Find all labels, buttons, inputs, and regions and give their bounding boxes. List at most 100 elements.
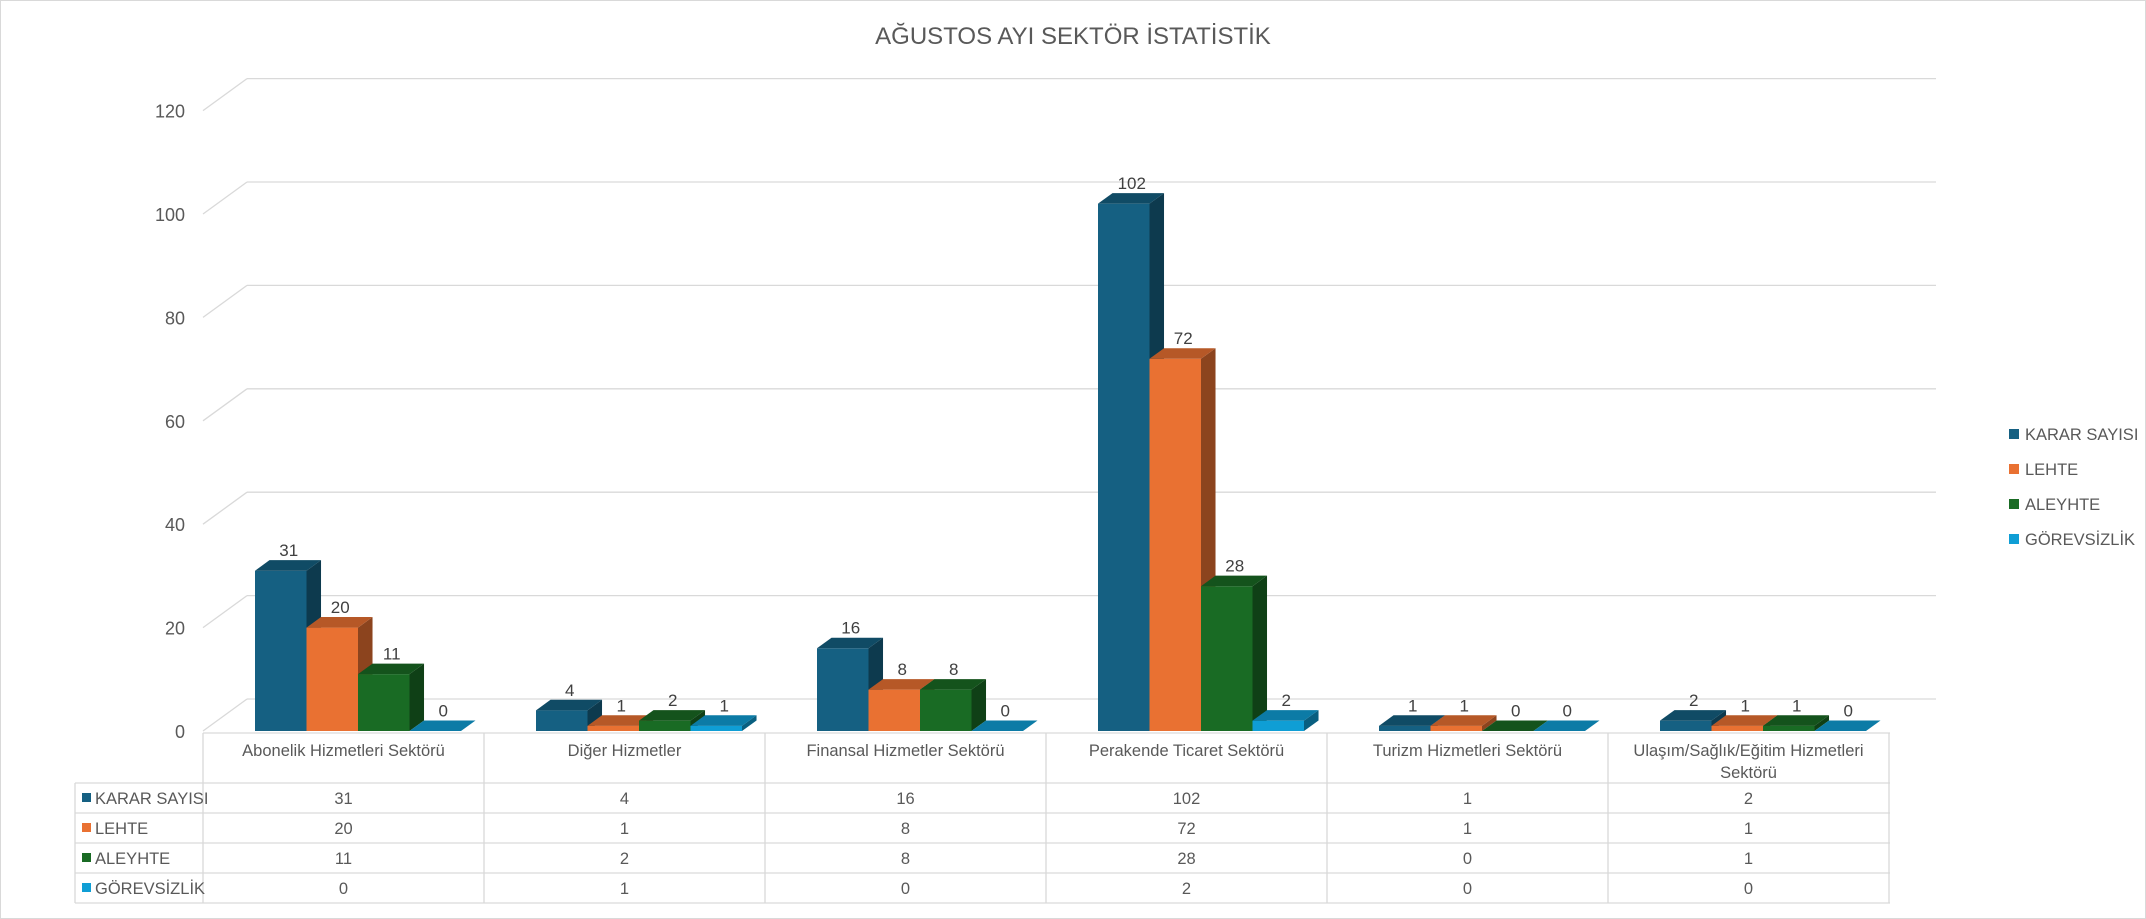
bar-front bbox=[1379, 725, 1431, 731]
gridline bbox=[202, 698, 248, 732]
data-label: 102 bbox=[1118, 174, 1146, 193]
bar-front bbox=[817, 648, 869, 731]
bar-top bbox=[536, 699, 603, 711]
table-cell: 4 bbox=[620, 790, 629, 808]
bar-side bbox=[587, 699, 603, 731]
table-cell: 8 bbox=[901, 850, 910, 868]
bar-top bbox=[1763, 715, 1830, 726]
data-label: 28 bbox=[1225, 557, 1244, 576]
gridline bbox=[202, 595, 248, 629]
bar bbox=[1430, 715, 1497, 731]
bar-side bbox=[1304, 710, 1319, 731]
gridline bbox=[202, 181, 248, 215]
table-cell: 1 bbox=[1463, 820, 1472, 838]
legend-label: KARAR SAYISI bbox=[2025, 426, 2138, 444]
bar bbox=[971, 720, 1038, 731]
category-label: Abonelik Hizmetleri Sektörü bbox=[242, 742, 445, 760]
table-cell: 1 bbox=[1463, 790, 1472, 808]
category-label: Ulaşım/Sağlık/Eğitim Hizmetleri Sektörü bbox=[1633, 742, 1863, 782]
bar-front bbox=[1430, 725, 1482, 731]
data-label: 0 bbox=[1844, 701, 1853, 720]
data-label: 2 bbox=[1689, 691, 1698, 710]
data-label: 8 bbox=[949, 660, 958, 679]
y-tick-label: 0 bbox=[175, 722, 185, 742]
bar-top bbox=[971, 720, 1038, 731]
bar-top bbox=[306, 617, 373, 628]
bar bbox=[920, 679, 987, 731]
bar-top bbox=[1711, 715, 1778, 726]
gridline bbox=[202, 78, 248, 112]
bar-top bbox=[1252, 710, 1319, 721]
bar bbox=[358, 663, 425, 731]
bar-side bbox=[1252, 575, 1268, 731]
table-cell: 1 bbox=[620, 880, 629, 898]
bar-front bbox=[920, 689, 972, 731]
table-cell: 31 bbox=[334, 790, 352, 808]
data-label: 11 bbox=[383, 645, 401, 664]
table-cell: 11 bbox=[335, 850, 352, 868]
bar-side bbox=[971, 679, 987, 731]
bar-front bbox=[1252, 720, 1304, 731]
table-series-name: LEHTE bbox=[95, 820, 148, 838]
bar bbox=[1763, 715, 1830, 731]
bar-top bbox=[1814, 720, 1881, 731]
table-cell: 0 bbox=[339, 880, 348, 898]
data-label: 1 bbox=[1408, 696, 1417, 715]
table-cell: 0 bbox=[1463, 850, 1472, 868]
y-tick-label: 20 bbox=[165, 619, 185, 639]
data-label: 1 bbox=[1741, 696, 1750, 715]
table-cell: 2 bbox=[1182, 880, 1191, 898]
data-label: 2 bbox=[1282, 691, 1291, 710]
bar-top bbox=[1660, 710, 1727, 721]
bar-front bbox=[1763, 725, 1815, 731]
data-label: 0 bbox=[1563, 701, 1572, 720]
legend: KARAR SAYISI LEHTE ALEYHTE GÖREVSİZLİK bbox=[2009, 426, 2138, 549]
data-label: 0 bbox=[439, 701, 448, 720]
bar-front bbox=[1201, 586, 1253, 731]
bar-front bbox=[255, 570, 307, 731]
chart-title: AĞUSTOS AYI SEKTÖR İSTATİSTİK bbox=[875, 23, 1271, 50]
bar-side bbox=[742, 715, 757, 731]
bar bbox=[536, 699, 603, 731]
y-tick-label: 60 bbox=[165, 412, 185, 432]
bar-side bbox=[409, 663, 425, 731]
bar-top bbox=[1379, 715, 1446, 726]
data-label: 20 bbox=[331, 598, 350, 617]
legend-label: LEHTE bbox=[2025, 461, 2078, 479]
bar-top bbox=[587, 715, 654, 726]
table-legend-key bbox=[82, 853, 91, 862]
legend-label: GÖREVSİZLİK bbox=[2025, 530, 2135, 549]
bar bbox=[1482, 720, 1549, 731]
data-label: 0 bbox=[1511, 701, 1520, 720]
bar-front bbox=[1098, 203, 1150, 731]
data-label: 31 bbox=[279, 541, 298, 560]
data-label: 0 bbox=[1001, 701, 1010, 720]
table-cell: 0 bbox=[1744, 880, 1753, 898]
table-cell: 1 bbox=[1744, 850, 1753, 868]
category-label: Diğer Hizmetler bbox=[568, 742, 682, 760]
legend-label: ALEYHTE bbox=[2025, 496, 2100, 514]
bar-front bbox=[306, 627, 358, 731]
legend-key bbox=[2009, 464, 2019, 474]
bar-top bbox=[1482, 720, 1549, 731]
table-cell: 1 bbox=[620, 820, 629, 838]
gridline bbox=[202, 388, 248, 422]
table-cell: 28 bbox=[1177, 850, 1195, 868]
data-label: 1 bbox=[720, 696, 729, 715]
table-legend-key bbox=[82, 883, 91, 892]
bar-front bbox=[358, 674, 410, 731]
bar-side bbox=[1814, 715, 1830, 731]
gridline bbox=[202, 491, 248, 525]
data-table: Abonelik Hizmetleri Sektörü Diğer Hizmetl… bbox=[74, 732, 1890, 904]
table-series-name: ALEYHTE bbox=[95, 850, 170, 868]
legend-key bbox=[2009, 429, 2019, 439]
bar-top bbox=[1430, 715, 1497, 726]
y-tick-label: 100 bbox=[155, 205, 185, 225]
data-label: 1 bbox=[1792, 696, 1801, 715]
category-label: Turizm Hizmetleri Sektörü bbox=[1373, 742, 1562, 760]
bar bbox=[409, 720, 476, 731]
legend-key bbox=[2009, 534, 2019, 544]
bar-top bbox=[1098, 193, 1165, 204]
bar bbox=[690, 715, 757, 731]
